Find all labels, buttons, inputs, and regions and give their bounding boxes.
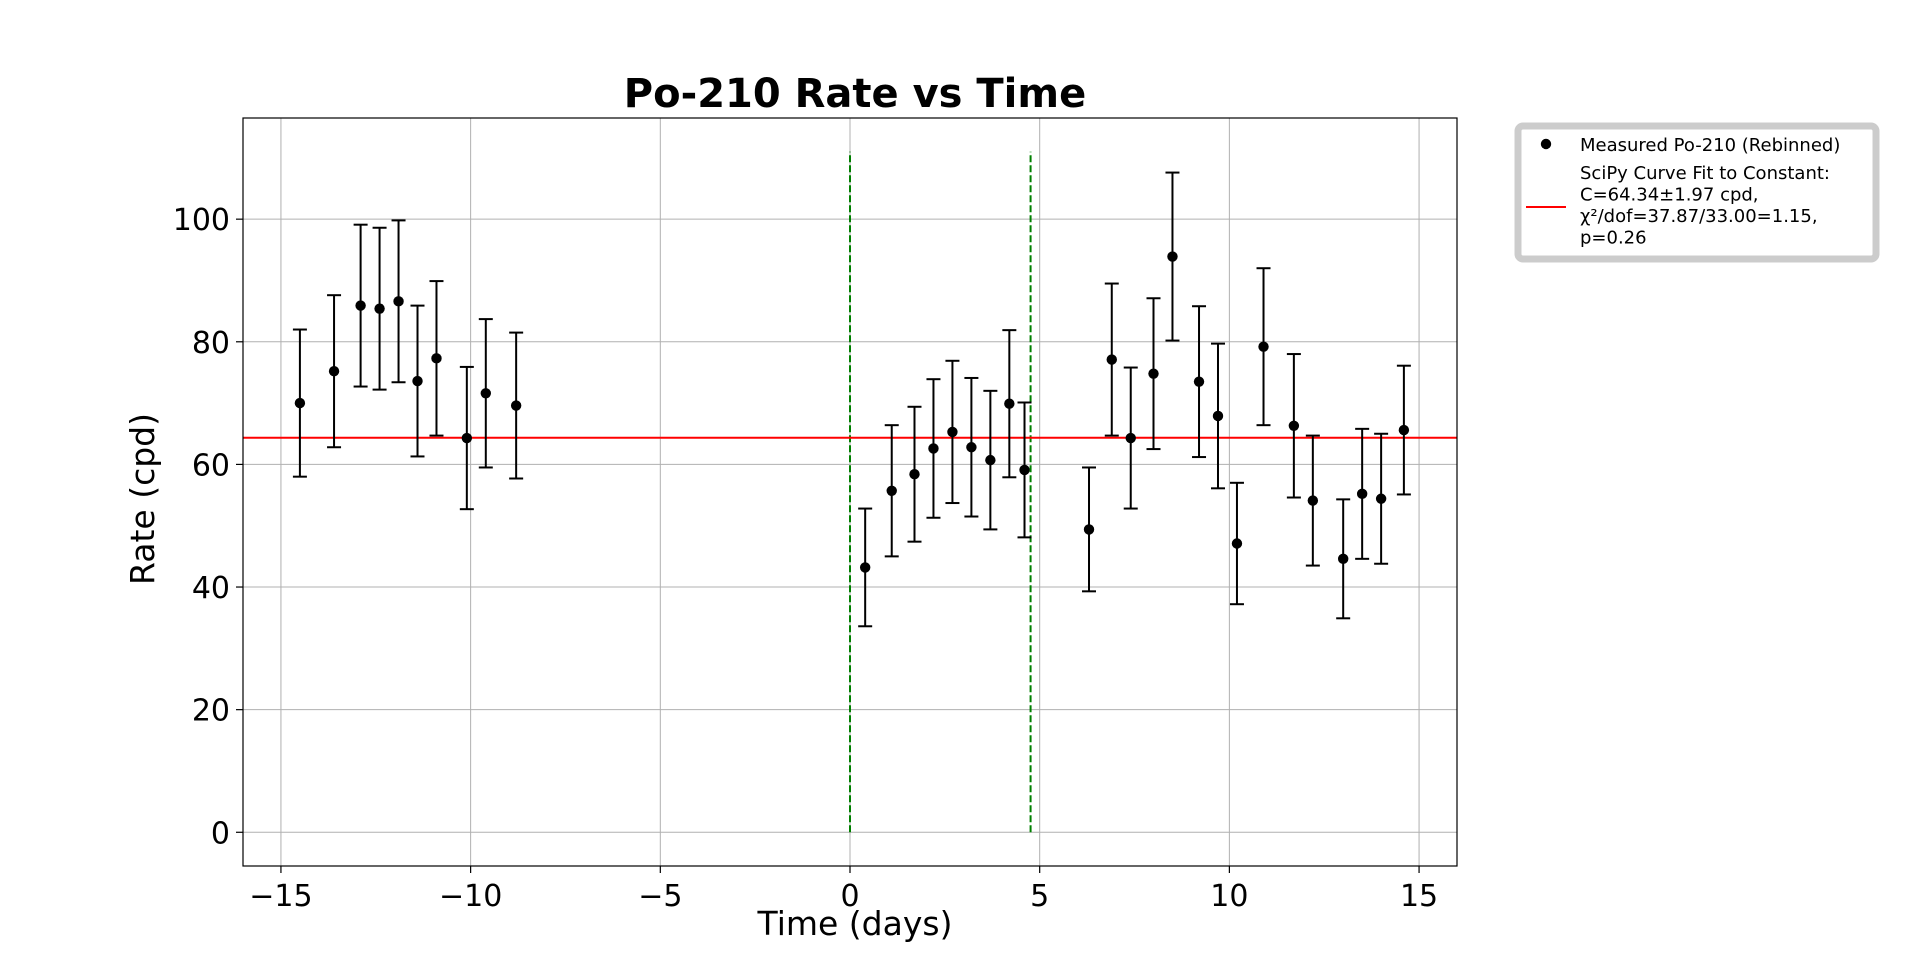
chart-title: Po-210 Rate vs Time xyxy=(624,71,1086,117)
data-point xyxy=(1231,538,1243,549)
data-point xyxy=(1004,398,1015,409)
legend: Measured Po-210 (Rebinned) SciPy Curve F… xyxy=(1514,122,1880,263)
data-point xyxy=(480,388,491,399)
data-point xyxy=(374,303,385,314)
data-points xyxy=(294,251,1410,573)
data-point xyxy=(510,400,522,411)
data-point xyxy=(909,469,920,480)
data-point xyxy=(1288,420,1300,431)
x-tick-label: 5 xyxy=(1030,879,1049,914)
legend-fit-line-text: χ²/dof=37.87/33.00=1.15, xyxy=(1580,206,1818,227)
x-axis-ticks: −15 −10 −5 0 5 10 15 xyxy=(249,866,1438,914)
data-point xyxy=(431,353,442,364)
x-tick-label: 0 xyxy=(840,879,859,914)
data-point xyxy=(1167,251,1178,262)
data-point xyxy=(1337,553,1349,565)
legend-fit-line-text: SciPy Curve Fit to Constant: xyxy=(1580,163,1830,184)
data-point xyxy=(328,366,340,377)
data-point xyxy=(928,443,939,454)
y-tick-label: 60 xyxy=(192,448,230,483)
data-point xyxy=(1125,432,1136,444)
y-tick-label: 20 xyxy=(192,694,230,729)
data-point xyxy=(886,485,897,496)
data-point xyxy=(1083,524,1095,535)
x-tick-label: 15 xyxy=(1400,879,1438,914)
data-point xyxy=(1212,410,1224,422)
y-tick-label: 0 xyxy=(211,816,230,851)
x-tick-label: −10 xyxy=(439,879,502,914)
data-point xyxy=(1398,424,1410,436)
data-point xyxy=(947,426,958,438)
legend-fit-line-text: p=0.26 xyxy=(1580,228,1647,249)
legend-label-measured: Measured Po-210 (Rebinned) xyxy=(1580,135,1840,156)
legend-marker-measured xyxy=(1540,138,1552,150)
x-tick-label: 10 xyxy=(1210,879,1248,914)
marker-lines xyxy=(849,151,1032,833)
data-point xyxy=(1356,488,1368,500)
data-point xyxy=(1106,354,1117,365)
data-point xyxy=(393,296,404,307)
y-tick-label: 100 xyxy=(173,203,230,238)
data-point xyxy=(985,454,996,466)
data-point xyxy=(294,397,306,409)
data-point xyxy=(412,375,423,387)
y-axis-ticks: 0 20 40 60 80 100 xyxy=(173,203,243,851)
legend-box xyxy=(1514,122,1880,263)
x-tick-label: −5 xyxy=(638,879,682,914)
data-point xyxy=(859,562,871,573)
legend-fit-line-text: C=64.34±1.97 cpd, xyxy=(1580,185,1759,206)
data-point xyxy=(1307,495,1319,506)
data-point xyxy=(1258,341,1269,352)
y-axis-label: Rate (cpd) xyxy=(123,413,162,585)
x-axis-label: Time (days) xyxy=(757,904,953,943)
data-point xyxy=(1148,368,1159,379)
data-point xyxy=(1375,493,1387,504)
data-point xyxy=(461,432,473,444)
legend-label-fit: SciPy Curve Fit to Constant: C=64.34±1.97… xyxy=(1580,163,1830,249)
x-tick-label: −15 xyxy=(249,879,312,914)
data-point xyxy=(1193,376,1205,387)
y-tick-label: 80 xyxy=(192,326,230,361)
data-point xyxy=(966,442,977,453)
data-point xyxy=(355,300,366,311)
data-point xyxy=(1019,464,1030,476)
y-tick-label: 40 xyxy=(192,571,230,606)
